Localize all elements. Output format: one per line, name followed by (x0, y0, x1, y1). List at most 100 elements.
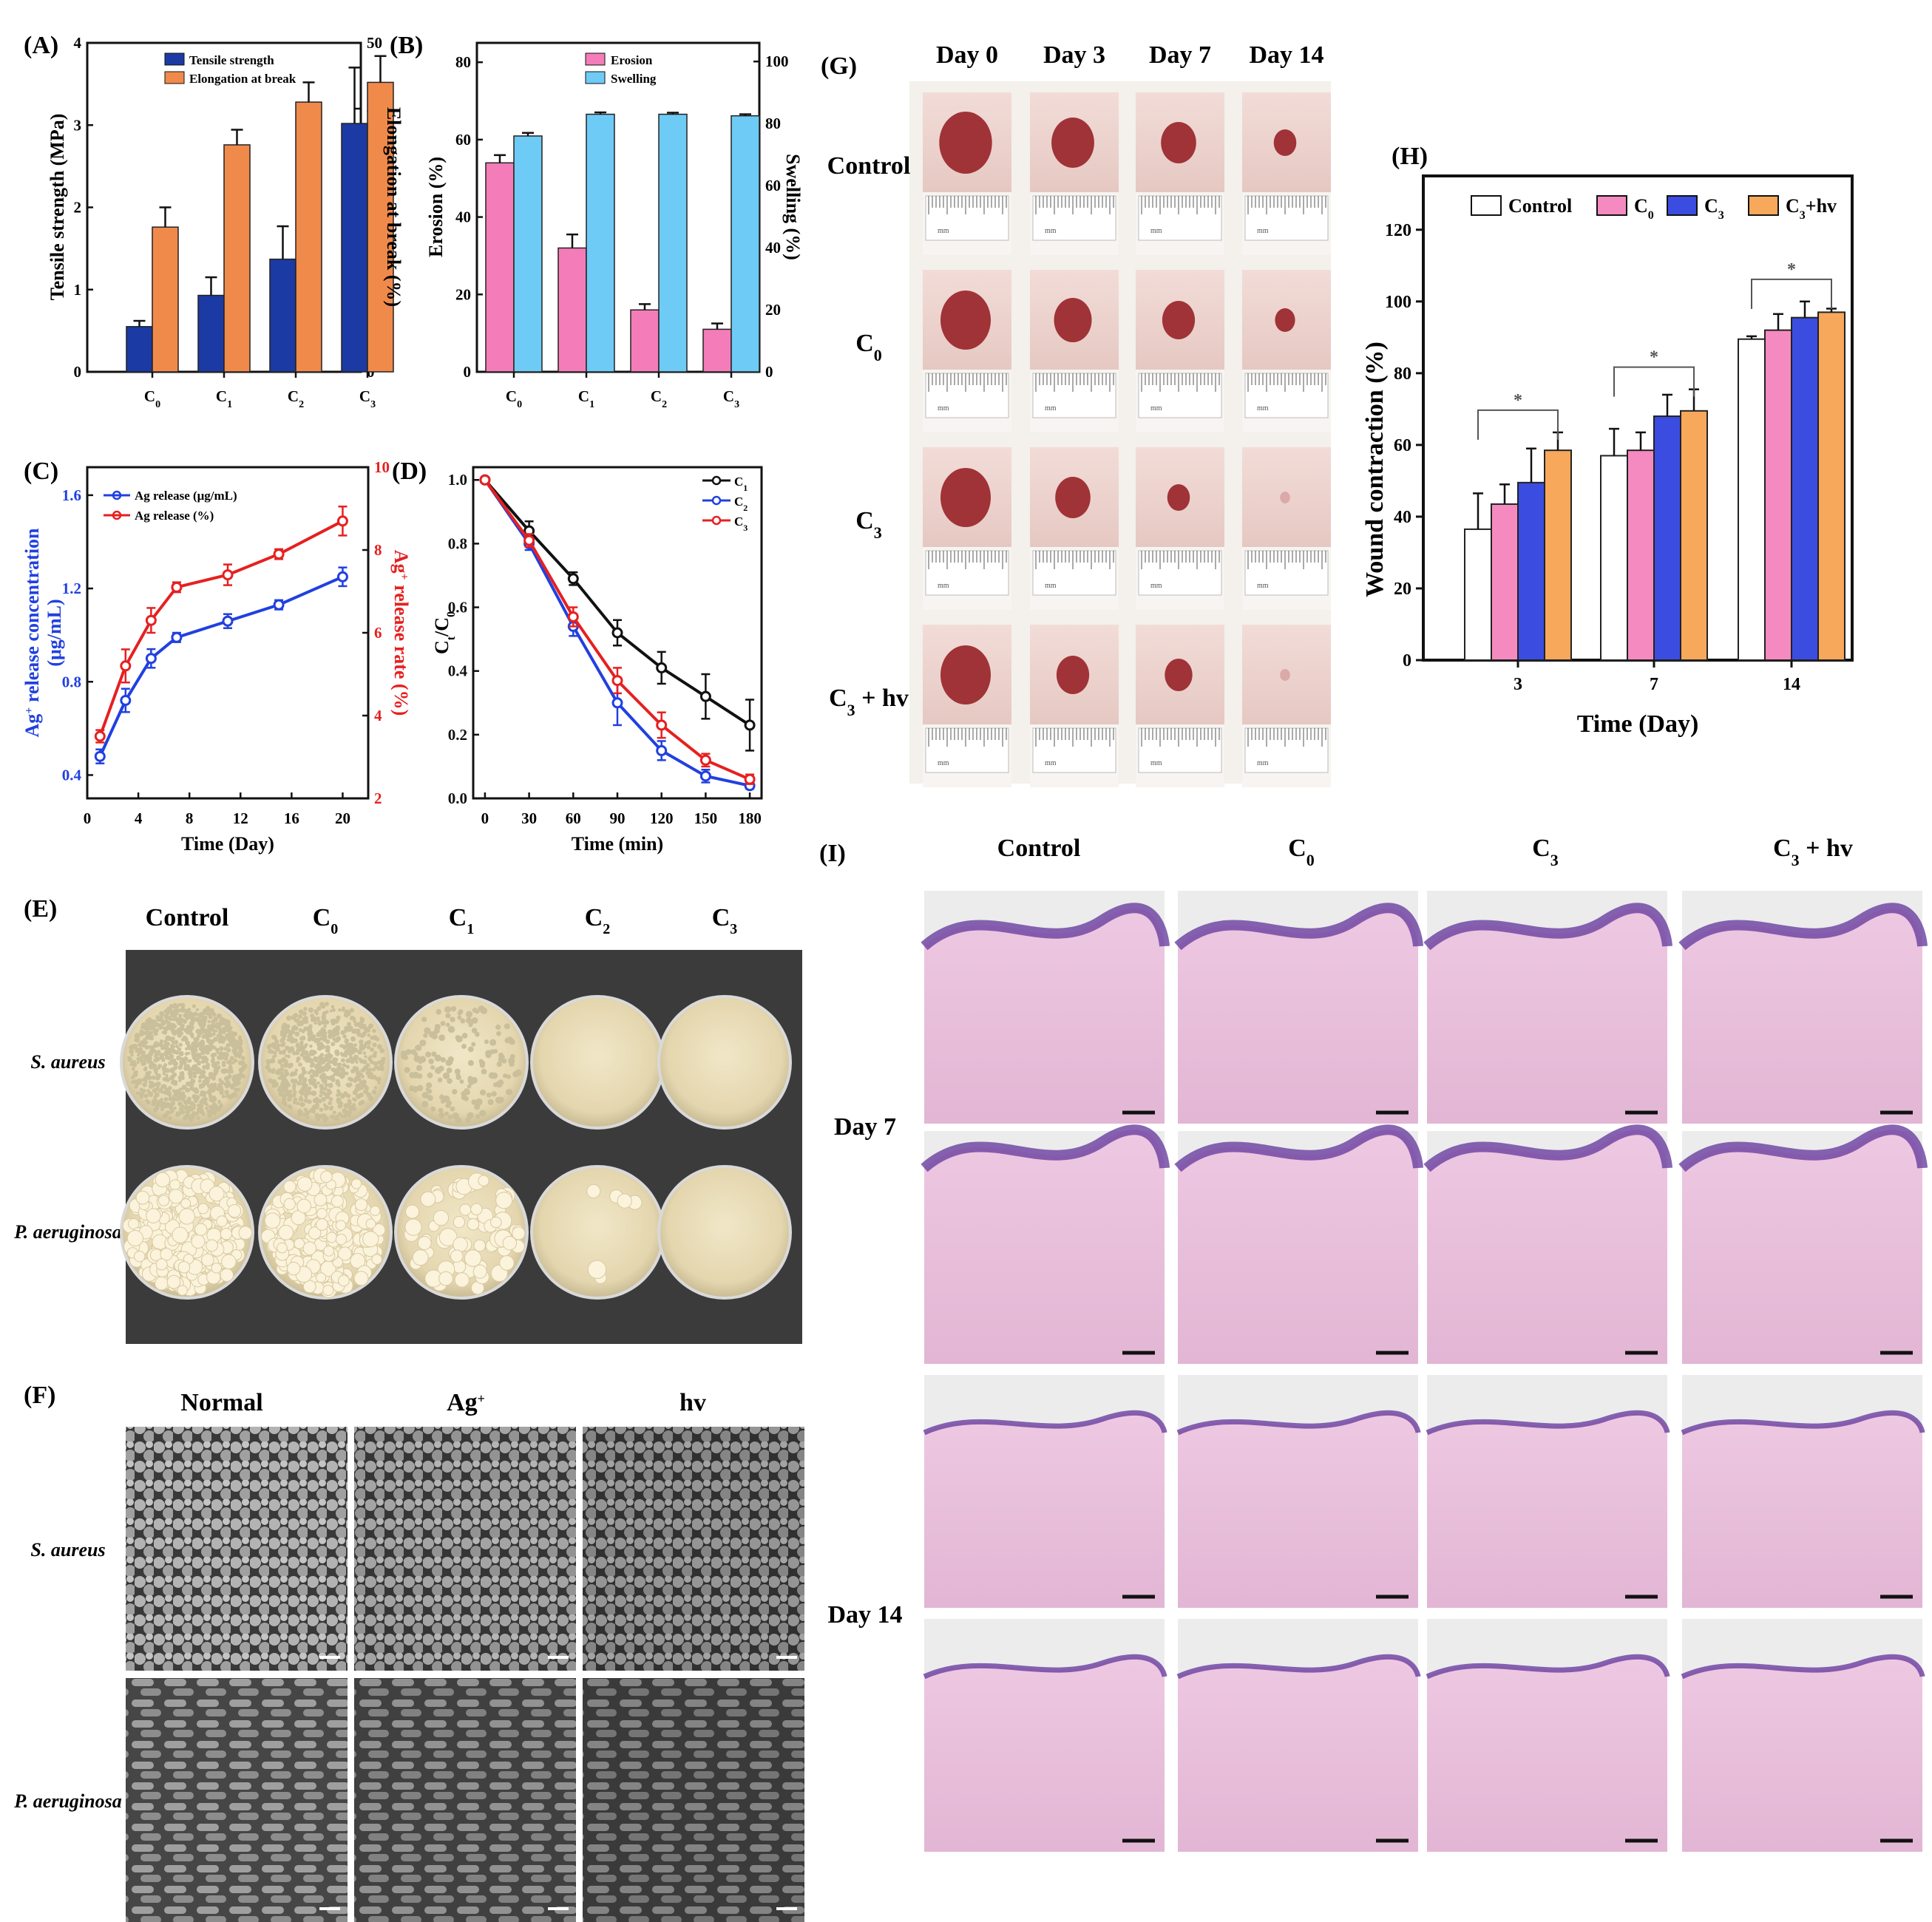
legend-label-C3+hv: C3+hv (1786, 195, 1837, 222)
colony (166, 1050, 169, 1054)
colony (186, 1087, 191, 1093)
x-tick-label-60: 60 (566, 809, 581, 827)
wound (1054, 298, 1092, 342)
colony (321, 1014, 327, 1019)
colony (150, 1025, 155, 1030)
panel-d-legend: C1 C2 C3 (702, 475, 748, 533)
f-row-label-0: S. aureus (30, 1539, 105, 1561)
colony (274, 1046, 280, 1052)
colony (373, 1091, 376, 1095)
legend-label-elongation: Elongation at break (189, 72, 296, 86)
y-tick-label-80: 80 (1394, 364, 1411, 384)
significance-bracket-day14: * (1751, 260, 1832, 309)
colony (372, 1074, 377, 1080)
colony (157, 1042, 163, 1047)
colony (217, 1082, 223, 1087)
colony (490, 1216, 502, 1229)
colony (169, 1053, 174, 1059)
colony (162, 1101, 167, 1106)
data-point-2-4 (656, 719, 668, 731)
colony (370, 1047, 375, 1053)
colony (447, 1078, 453, 1084)
colony (185, 1047, 189, 1051)
colony (217, 1033, 223, 1039)
epidermis-layer (1176, 1654, 1421, 1680)
colony (319, 1056, 324, 1061)
colony (294, 1026, 299, 1031)
colony (421, 1016, 427, 1022)
colony (181, 1023, 185, 1028)
data-point-1-0 (94, 730, 106, 742)
colony (285, 1092, 291, 1098)
colony (302, 1077, 307, 1082)
legend-marker-C1 (711, 475, 722, 486)
y-tick-label-1.0: 1.0 (448, 471, 467, 489)
colony (219, 1046, 224, 1051)
colony (468, 1022, 473, 1028)
colony (191, 1235, 206, 1249)
colony (294, 1018, 299, 1023)
colony (427, 1072, 433, 1079)
panel-g-row-labels: Control C0 C3 C3 + hv (827, 152, 911, 719)
colony (353, 1271, 369, 1286)
colony (176, 1090, 182, 1096)
colony (279, 1067, 284, 1072)
tissue-section (924, 1130, 1165, 1364)
panel-c-letter: (C) (24, 458, 58, 485)
colony (180, 1002, 186, 1008)
colony (331, 1067, 336, 1073)
colony (376, 1077, 380, 1081)
wound-photo-r0-c2: mm (1136, 92, 1224, 255)
panel-a: (A) 0123401020304050C0C1C2C3 Tensile str… (24, 32, 404, 410)
colony (160, 1086, 164, 1090)
colony (321, 1096, 326, 1102)
colony (318, 1063, 322, 1068)
colony (311, 1070, 314, 1073)
sem-shade (354, 1427, 576, 1671)
colony (313, 1009, 319, 1014)
colony (189, 1059, 192, 1063)
colony (346, 1011, 351, 1016)
colony (265, 1064, 271, 1070)
y-tick-label-3: 3 (74, 116, 82, 134)
panel-f-column-headers: Normal Ag+ hv (180, 1389, 706, 1416)
wound-photo-r0-c1: mm (1030, 92, 1119, 255)
panel-c-plot: 0 4 8 12 16 20 0.4 0.8 1.2 1.6 2 4 6 8 10 (62, 458, 390, 827)
colony (434, 1023, 441, 1030)
colony (138, 1057, 143, 1062)
colony (376, 1044, 382, 1050)
colony (452, 1089, 458, 1095)
colony (442, 1095, 450, 1103)
x-tick-label-20: 20 (335, 809, 350, 827)
panel-i-histology-images (921, 891, 1928, 1852)
colony (357, 1049, 362, 1055)
colony (183, 1116, 188, 1121)
colony (370, 1036, 374, 1040)
colony (359, 1099, 365, 1105)
colony (135, 1037, 140, 1043)
x-tick-label-7: 7 (1650, 675, 1658, 694)
colony (148, 1070, 152, 1075)
colony (333, 1033, 337, 1037)
wound-photo-r3-c1: mm (1030, 625, 1119, 787)
colony (168, 1061, 172, 1066)
colony (191, 1055, 197, 1060)
colony (240, 1068, 245, 1072)
colony (356, 1028, 361, 1033)
colony (222, 1018, 227, 1023)
ruler-unit: mm (1045, 227, 1057, 235)
colony (366, 1092, 372, 1098)
tissue-section (1178, 1130, 1418, 1364)
colony (305, 1115, 310, 1120)
colony (345, 1093, 351, 1098)
colony (421, 1101, 429, 1108)
colony (481, 1068, 487, 1075)
bar-C0-day3 (1491, 503, 1519, 662)
colony (307, 1031, 313, 1037)
colony (320, 1170, 333, 1183)
colony (474, 1104, 481, 1110)
colony (277, 1242, 288, 1254)
colony (237, 1035, 243, 1039)
y-tick-label-40: 40 (1394, 508, 1411, 527)
colony (209, 1097, 214, 1102)
